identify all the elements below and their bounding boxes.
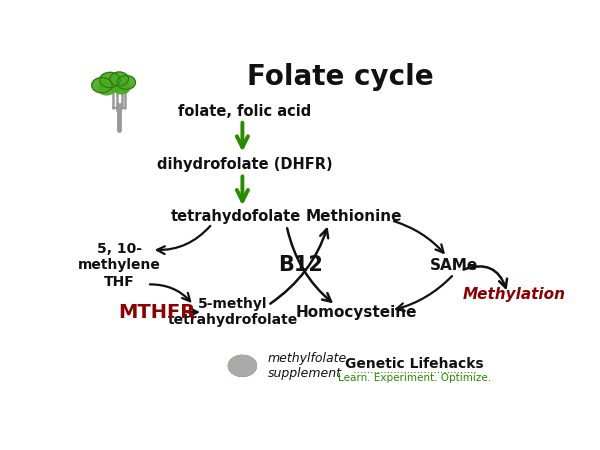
Text: Learn. Experiment. Optimize.: Learn. Experiment. Optimize. bbox=[338, 373, 491, 383]
Text: Folate cycle: Folate cycle bbox=[247, 63, 433, 90]
Text: SAMe: SAMe bbox=[430, 258, 478, 273]
Circle shape bbox=[110, 72, 128, 86]
Text: Methionine: Methionine bbox=[306, 209, 402, 225]
Text: Genetic Lifehacks: Genetic Lifehacks bbox=[345, 357, 484, 371]
Circle shape bbox=[107, 77, 125, 91]
Text: methylfolate
supplement: methylfolate supplement bbox=[268, 352, 347, 380]
Circle shape bbox=[92, 77, 112, 93]
Circle shape bbox=[117, 76, 136, 90]
Text: 5-methyl
tetrahydrofolate: 5-methyl tetrahydrofolate bbox=[168, 297, 298, 327]
Text: B12: B12 bbox=[278, 255, 323, 275]
Circle shape bbox=[98, 82, 115, 95]
Text: Homocysteine: Homocysteine bbox=[296, 305, 417, 320]
Circle shape bbox=[113, 81, 130, 94]
Text: 5, 10-
methylene
THF: 5, 10- methylene THF bbox=[78, 242, 161, 288]
Text: Methylation: Methylation bbox=[463, 287, 566, 302]
Wedge shape bbox=[229, 356, 256, 376]
Text: folate, folic acid: folate, folic acid bbox=[178, 104, 311, 119]
Text: dihydrofolate (DHFR): dihydrofolate (DHFR) bbox=[157, 158, 332, 172]
Text: MTHFR: MTHFR bbox=[118, 303, 195, 322]
Text: tetrahydofolate: tetrahydofolate bbox=[170, 209, 301, 225]
Circle shape bbox=[100, 72, 120, 88]
Wedge shape bbox=[229, 356, 256, 376]
